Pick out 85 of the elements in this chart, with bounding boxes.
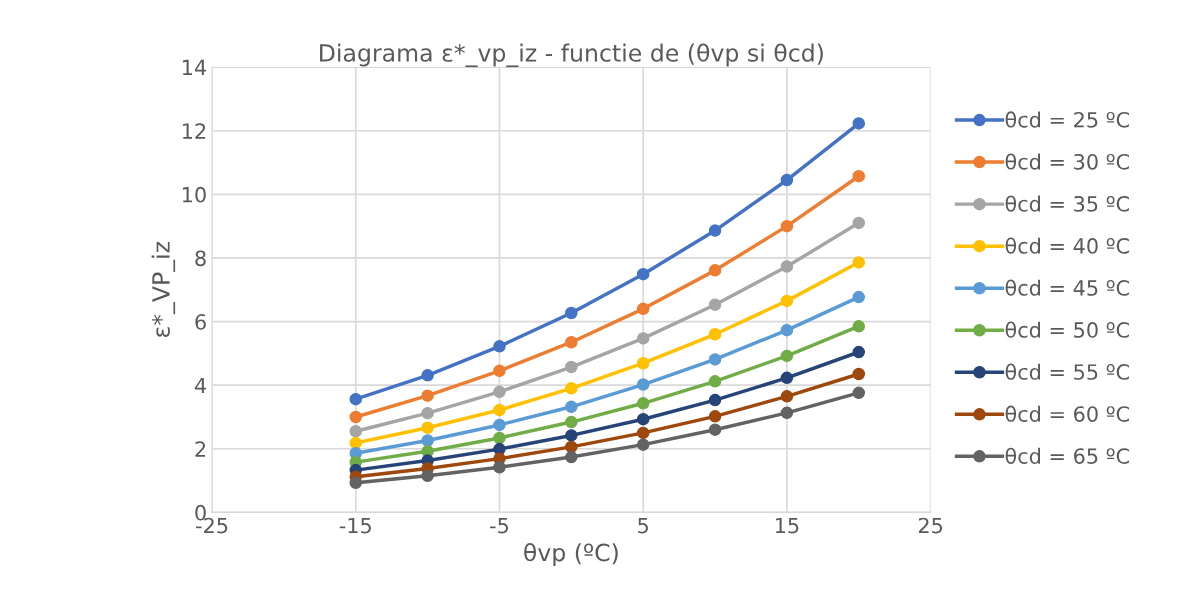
point	[708, 298, 722, 311]
legend-label: θcd = 40 ºC	[1005, 237, 1129, 254]
point	[493, 385, 506, 399]
y-tick-label: 2	[195, 441, 206, 457]
point	[780, 349, 794, 363]
point	[708, 375, 722, 388]
point	[852, 169, 866, 183]
point	[349, 476, 363, 490]
x-tick-label: -5	[490, 517, 509, 534]
point	[565, 360, 578, 374]
x-tick-label: 15	[775, 517, 799, 534]
point	[636, 267, 650, 281]
point	[565, 429, 578, 442]
point	[852, 216, 866, 230]
point	[565, 400, 578, 414]
point	[636, 412, 650, 426]
point	[708, 410, 722, 423]
point	[421, 369, 434, 382]
point	[780, 260, 794, 273]
y-tick-label: 4	[194, 377, 207, 394]
point	[708, 353, 722, 366]
point	[708, 224, 722, 237]
y-tick-label: 12	[182, 123, 206, 139]
point	[708, 264, 722, 277]
point	[493, 403, 506, 417]
y-tick-label: 14	[182, 59, 207, 76]
point	[780, 294, 794, 308]
legend-label: θcd = 65 ºC	[1005, 447, 1129, 464]
point	[708, 423, 722, 436]
legend-label: θcd = 45 ºC	[1005, 279, 1129, 296]
point	[493, 460, 506, 474]
point	[636, 332, 650, 345]
point	[852, 256, 866, 269]
point	[493, 340, 506, 353]
point	[708, 328, 722, 341]
x-tick-label: 25	[918, 517, 943, 534]
point	[565, 382, 578, 395]
point	[852, 290, 866, 304]
point	[636, 397, 650, 410]
legend-label: θcd = 60 ºC	[1005, 405, 1129, 422]
y-tick-label: 8	[195, 250, 206, 267]
point	[493, 431, 506, 445]
point	[852, 367, 866, 381]
legend-label: θcd = 25 ºC	[1005, 111, 1129, 128]
point	[780, 406, 794, 420]
x-tick-label: 5	[638, 517, 648, 534]
point	[421, 389, 434, 402]
point	[636, 356, 650, 370]
point	[636, 302, 650, 316]
point	[852, 117, 866, 130]
point	[780, 390, 794, 403]
point	[565, 306, 578, 320]
point	[780, 371, 794, 385]
point	[780, 173, 794, 187]
point	[349, 392, 363, 406]
point	[852, 386, 866, 400]
point	[852, 345, 866, 359]
point	[780, 323, 794, 337]
point	[493, 364, 506, 378]
point	[421, 469, 434, 483]
legend-label: θcd = 55 ºC	[1005, 363, 1129, 380]
x-tick-label: -15	[339, 517, 371, 534]
point	[421, 406, 434, 420]
y-tick-label: 6	[195, 314, 206, 330]
point	[565, 335, 578, 349]
y-tick-label: 10	[182, 186, 206, 203]
chart-title: Diagrama ε*_vp_iz - functie de (θvp si θcd)	[320, 43, 823, 68]
point	[493, 418, 506, 432]
legend-label: θcd = 50 ºC	[1005, 321, 1129, 338]
point	[636, 378, 650, 391]
point	[349, 425, 363, 438]
point	[780, 219, 794, 233]
point	[708, 393, 722, 407]
legend-label: θcd = 30 ºC	[1005, 153, 1129, 170]
point	[636, 426, 650, 440]
point	[421, 434, 434, 447]
y-axis-title: ε*_VP_iz	[151, 242, 176, 337]
point	[852, 320, 866, 333]
x-axis-title: θvp (ºC)	[524, 542, 618, 567]
point	[421, 421, 434, 435]
point	[636, 438, 650, 451]
legend-label: θcd = 35 ºC	[1005, 195, 1129, 212]
point	[565, 415, 578, 429]
point	[565, 450, 578, 464]
point	[349, 410, 363, 424]
